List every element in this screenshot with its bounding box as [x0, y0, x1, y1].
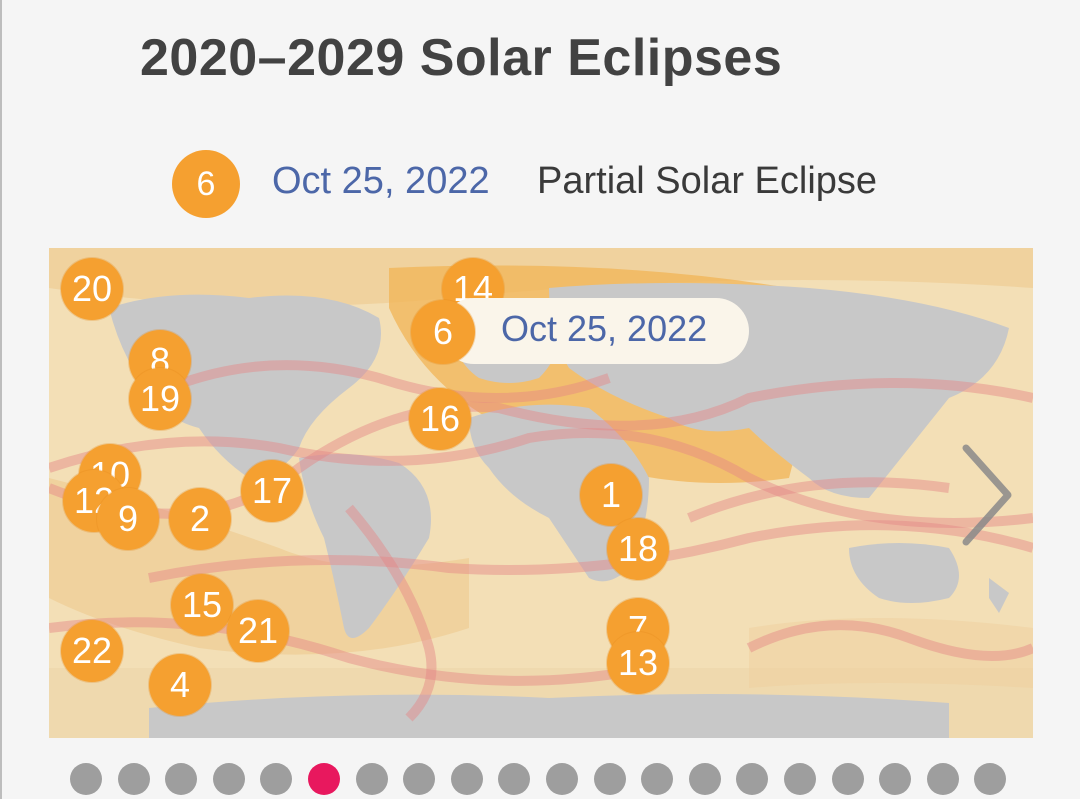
page-dot-9[interactable] — [450, 763, 483, 795]
left-border — [0, 0, 2, 799]
eclipse-marker-17[interactable]: 17 — [241, 460, 303, 522]
selected-eclipse-type: Partial Solar Eclipse — [537, 160, 878, 202]
page-dot-8[interactable] — [403, 763, 436, 795]
selected-eclipse-date[interactable]: Oct 25, 2022 — [272, 160, 490, 202]
page-dot-20[interactable] — [974, 763, 1007, 795]
eclipse-marker-22[interactable]: 22 — [61, 620, 123, 682]
chevron-right-icon — [962, 444, 1012, 546]
australia — [849, 543, 959, 603]
tooltip-date: Oct 25, 2022 — [501, 308, 708, 349]
antarctica — [149, 694, 949, 738]
eclipse-path-h — [687, 477, 950, 523]
page-dot-17[interactable] — [831, 763, 864, 795]
eclipse-path-d — [49, 617, 650, 686]
selected-eclipse-badge: 6 — [172, 150, 240, 218]
eclipse-path-c — [148, 520, 1033, 583]
page-dot-10[interactable] — [498, 763, 531, 795]
page-dot-19[interactable] — [926, 763, 959, 795]
eclipse-marker-1[interactable]: 1 — [580, 464, 642, 526]
visibility-zone-southeast — [749, 618, 1033, 688]
page-dot-11[interactable] — [546, 763, 578, 795]
eclipse-path-f — [746, 620, 1033, 661]
page-dot-3[interactable] — [165, 763, 198, 795]
eclipse-path-e — [167, 360, 611, 403]
tooltip-badge: 6 — [411, 300, 475, 364]
tooltip-background — [441, 298, 749, 364]
africa — [469, 404, 649, 582]
eclipse-marker-19[interactable]: 19 — [129, 368, 191, 430]
page-title: 2020–2029 Solar Eclipses — [140, 29, 783, 87]
eclipse-marker-9[interactable]: 9 — [97, 488, 159, 550]
page-dot-15[interactable] — [736, 763, 769, 795]
eclipse-tooltip[interactable]: 6 Oct 25, 2022 — [411, 298, 749, 364]
south-america — [299, 454, 431, 638]
eclipse-marker-21[interactable]: 21 — [227, 600, 289, 662]
world-map[interactable]: 20 14 8 19 16 10 12 9 2 17 1 18 15 21 22… — [49, 248, 1033, 738]
page-dot-7[interactable] — [355, 763, 388, 795]
page-dot-4[interactable] — [212, 763, 245, 795]
eclipse-marker-20[interactable]: 20 — [61, 258, 123, 320]
page-dot-5[interactable] — [260, 763, 293, 795]
eclipse-marker-15[interactable]: 15 — [171, 574, 233, 636]
eclipse-path-g — [345, 504, 437, 722]
eclipse-marker-4[interactable]: 4 — [149, 654, 211, 716]
eclipse-marker-2[interactable]: 2 — [169, 488, 231, 550]
eclipse-marker-13[interactable]: 13 — [607, 632, 669, 694]
page-dot-16[interactable] — [784, 763, 816, 795]
page-dot-1[interactable] — [70, 763, 102, 795]
eclipse-marker-16[interactable]: 16 — [409, 388, 471, 450]
eclipse-path-b — [49, 428, 1033, 528]
page-dot-18[interactable] — [879, 763, 912, 795]
page-dot-2[interactable] — [117, 763, 150, 795]
next-button[interactable] — [950, 440, 1020, 550]
eclipse-marker-18[interactable]: 18 — [607, 518, 669, 580]
page-dot-6[interactable] — [308, 763, 340, 795]
page-dot-12[interactable] — [593, 763, 626, 795]
new-zealand — [989, 578, 1009, 613]
page-dot-14[interactable] — [688, 763, 721, 795]
page-dot-13[interactable] — [641, 763, 674, 795]
